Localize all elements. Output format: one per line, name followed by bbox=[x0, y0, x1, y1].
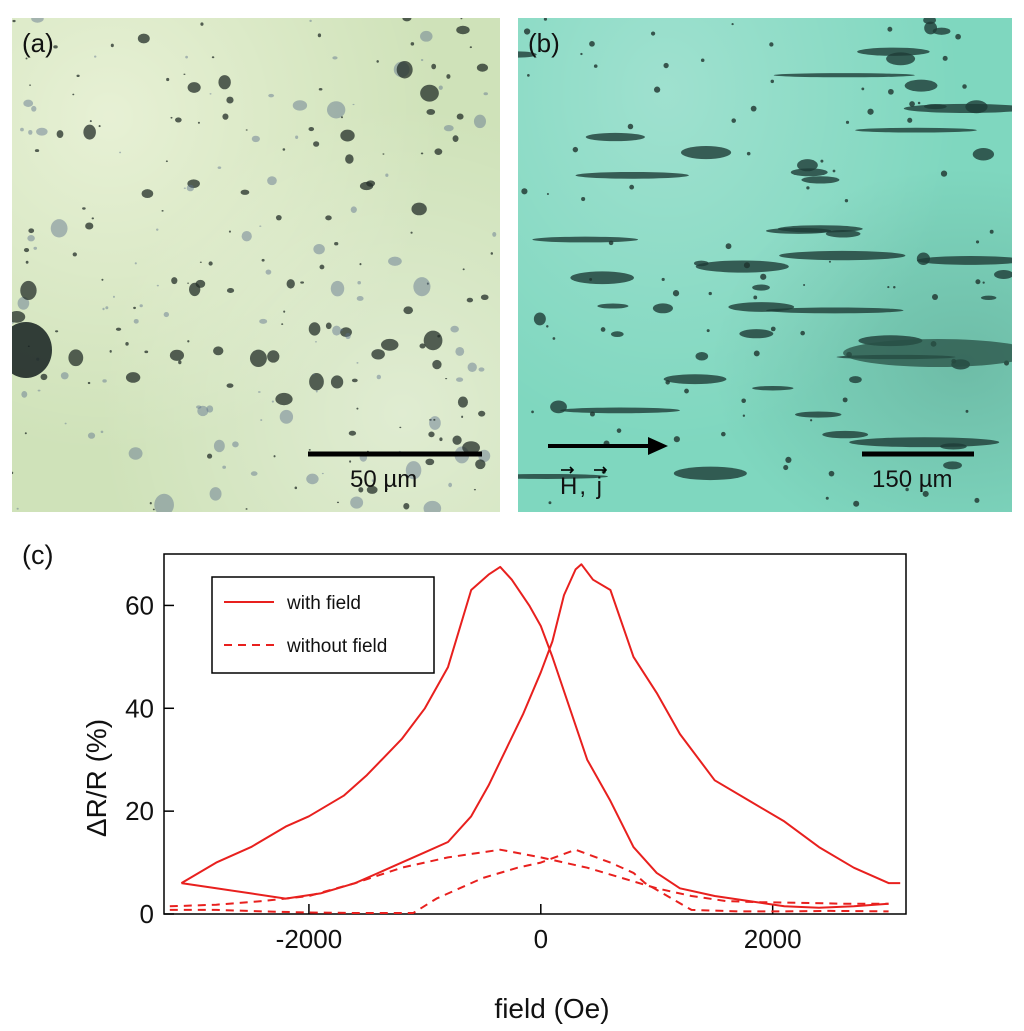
micrograph-a-image bbox=[12, 18, 497, 512]
legend-label-with-field: with field bbox=[286, 593, 361, 614]
magnetoresistance-chart: (c) 0 20 40 60 -2000 0 2000 with field withou… bbox=[22, 540, 907, 1024]
panel-c-label: (c) bbox=[22, 540, 53, 570]
x-tick-label: -2000 bbox=[276, 924, 343, 954]
x-axis: -2000 0 2000 bbox=[276, 904, 802, 954]
arrow-label: H, j bbox=[560, 473, 604, 500]
x-axis-label: field (Oe) bbox=[494, 993, 609, 1024]
x-tick-label: 2000 bbox=[744, 924, 802, 954]
panel-a-label: (a) bbox=[22, 28, 54, 58]
plot-frame bbox=[163, 553, 907, 915]
series-without-field-branch-1 bbox=[169, 848, 889, 908]
scale-bar-b-label: 150 µm bbox=[872, 466, 953, 493]
field-direction-arrow bbox=[548, 437, 974, 474]
y-axis: 0 20 40 60 bbox=[125, 590, 174, 929]
x-tick-label: 0 bbox=[534, 924, 548, 954]
y-tick-label: 0 bbox=[140, 899, 154, 929]
y-tick-label: 40 bbox=[125, 693, 154, 723]
legend-label-without-field: without field bbox=[286, 636, 387, 657]
y-axis-label: ΔR/R (%) bbox=[81, 719, 112, 837]
micrograph-panel-a: (a) 50 µm bbox=[12, 18, 500, 512]
micrograph-b-image bbox=[518, 18, 1012, 507]
panel-b-label: (b) bbox=[528, 28, 560, 58]
legend-box bbox=[211, 576, 435, 674]
micrograph-panel-b: (b) H, j 150 µm bbox=[518, 18, 1012, 512]
series-with-field-branch-1 bbox=[180, 565, 889, 909]
y-tick-label: 60 bbox=[125, 590, 154, 620]
series-without-field-branch-2 bbox=[169, 848, 889, 914]
series-with-field-branch-2 bbox=[181, 563, 901, 900]
y-tick-label: 20 bbox=[125, 796, 154, 826]
scale-bar-a bbox=[308, 451, 482, 457]
legend: with field without field bbox=[211, 576, 435, 674]
series-group bbox=[169, 563, 901, 914]
scale-bar-a-label: 50 µm bbox=[350, 466, 418, 493]
